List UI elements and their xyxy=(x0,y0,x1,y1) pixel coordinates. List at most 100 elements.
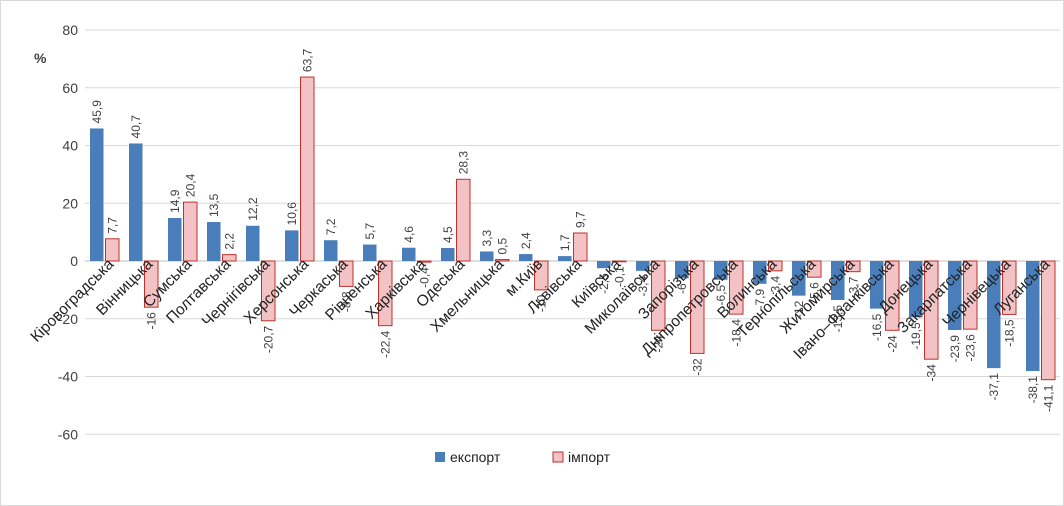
legend-swatch-export xyxy=(435,452,445,462)
bar-export xyxy=(90,128,104,261)
data-label-import: -23,6 xyxy=(963,334,977,362)
bar-import xyxy=(729,260,744,315)
bar-export xyxy=(753,261,767,284)
data-label-import: -0,4 xyxy=(417,267,431,288)
data-label-export: -23,9 xyxy=(948,335,962,363)
data-label-import: 7,7 xyxy=(105,217,119,234)
bar-import xyxy=(963,260,978,330)
bar-import xyxy=(456,178,471,262)
data-label-export: -6 xyxy=(675,283,689,294)
data-labels: 45,9 7,7 40,7 -16 14,920,4 13,5 2,2 12,2 -20,7 10… xyxy=(90,48,1056,412)
legend-label-import: імпорт xyxy=(568,449,611,465)
bar-import xyxy=(534,260,549,291)
bar-import xyxy=(573,232,588,262)
bar-export xyxy=(285,230,299,261)
bar-import xyxy=(339,260,354,287)
data-label-import: -34 xyxy=(924,364,938,382)
data-label-export: -6,5 xyxy=(714,284,728,305)
bar-export xyxy=(1026,261,1040,372)
data-label-export: -19,5 xyxy=(909,322,923,350)
bar-export xyxy=(168,217,182,261)
data-label-export: 45,9 xyxy=(90,100,104,124)
legend: експорт імпорт xyxy=(435,449,611,465)
data-label-export: 1,7 xyxy=(558,234,572,251)
data-label-import: -18,5 xyxy=(1002,319,1016,347)
data-label-import: -41,1 xyxy=(1041,384,1055,412)
bar-export xyxy=(714,261,728,280)
bar-import xyxy=(105,238,120,262)
data-label-export: 4,5 xyxy=(441,226,455,243)
bar-export xyxy=(870,261,884,309)
category-labels: КіровоградськаВінницькаСумськаПолтавська… xyxy=(28,256,1054,363)
data-label-export: 14,9 xyxy=(168,189,182,213)
bar-import xyxy=(144,260,159,308)
data-label-import: 0,5 xyxy=(495,238,509,255)
bar-export xyxy=(129,143,143,261)
data-label-import: 63,7 xyxy=(300,48,314,72)
data-label-import: 2,2 xyxy=(222,233,236,250)
y-tick-label: 0 xyxy=(70,253,78,269)
data-label-export: 7,2 xyxy=(324,218,338,235)
data-label-export: -7,9 xyxy=(753,288,767,309)
y-tick-label: -20 xyxy=(58,311,78,327)
bar-export xyxy=(792,261,806,296)
data-label-import: -22,4 xyxy=(378,330,392,358)
bar-import xyxy=(807,260,822,278)
legend-swatch-import xyxy=(552,451,564,463)
data-label-export: 4,6 xyxy=(402,226,416,243)
data-label-export: 5,7 xyxy=(363,223,377,240)
bar-import xyxy=(768,260,783,272)
bar-import xyxy=(300,76,315,262)
bar-import xyxy=(1041,260,1056,381)
bar-import xyxy=(183,201,198,262)
y-axis-unit-label: % xyxy=(34,50,47,66)
data-label-import: -3,4 xyxy=(768,276,782,297)
data-label-import: 20,4 xyxy=(183,173,197,197)
bar-export xyxy=(246,225,260,261)
bar-export xyxy=(948,261,962,331)
data-label-export: -3,4 xyxy=(636,276,650,297)
bars xyxy=(90,76,1056,381)
data-label-export: -2,5 xyxy=(597,273,611,294)
data-label-export: -37,1 xyxy=(987,373,1001,401)
data-label-import: -32 xyxy=(690,358,704,376)
data-label-export: 40,7 xyxy=(129,115,143,139)
data-label-export: 12,2 xyxy=(246,197,260,221)
bar-export xyxy=(909,261,923,318)
y-tick-label: 60 xyxy=(62,80,78,96)
bar-import xyxy=(846,260,861,273)
data-label-import: -18,4 xyxy=(729,319,743,347)
data-label-export: -13,5 xyxy=(831,305,845,333)
bar-export xyxy=(831,261,845,300)
bar-export xyxy=(987,261,1001,369)
data-label-import: -24 xyxy=(651,335,665,353)
bar-import xyxy=(378,260,393,327)
bar-import xyxy=(651,260,666,331)
data-label-export: -16,5 xyxy=(870,313,884,341)
bar-import xyxy=(1002,260,1017,315)
y-tick-label: 40 xyxy=(62,138,78,154)
data-label-import: -16 xyxy=(144,312,158,330)
bar-export xyxy=(558,256,572,261)
data-label-import: -24 xyxy=(885,335,899,353)
bar-export xyxy=(441,248,455,261)
data-label-import: -10 xyxy=(534,295,548,313)
data-label-export: 13,5 xyxy=(207,193,221,217)
bar-import xyxy=(690,260,705,354)
data-label-export: -38,1 xyxy=(1026,376,1040,404)
data-label-export: 3,3 xyxy=(480,229,494,246)
y-tick-label: 20 xyxy=(62,195,78,211)
bar-export xyxy=(480,251,494,261)
y-tick-label: 80 xyxy=(62,22,78,38)
bar-export xyxy=(402,247,416,261)
bar-import xyxy=(417,260,432,263)
bar-export xyxy=(363,244,377,261)
data-label-export: 2,4 xyxy=(519,232,533,249)
legend-label-export: експорт xyxy=(450,449,501,465)
bar-export xyxy=(597,261,611,269)
data-label-export: 10,6 xyxy=(285,202,299,226)
y-tick-label: -60 xyxy=(58,426,78,442)
data-label-import: -8,8 xyxy=(339,291,353,312)
data-label-export: -12 xyxy=(792,300,806,318)
